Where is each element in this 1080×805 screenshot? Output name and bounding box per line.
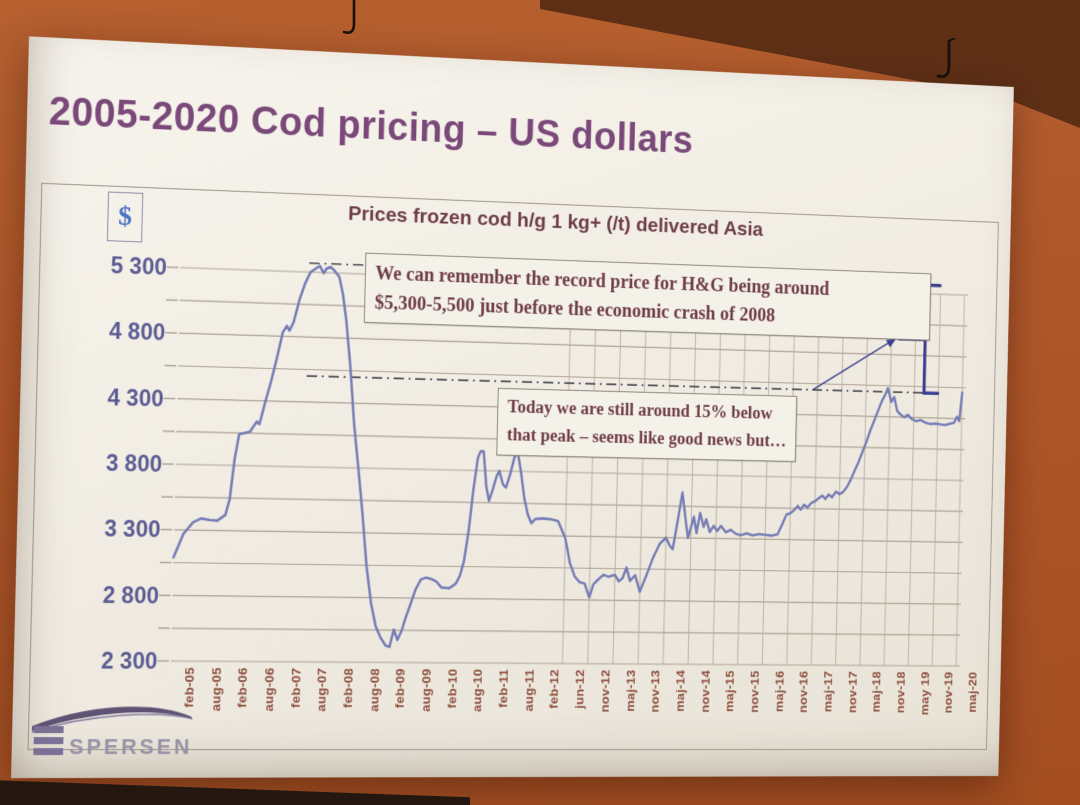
x-axis-label: feb-07 [287,667,304,708]
x-axis-label: feb-12 [547,669,562,709]
y-axis-label: 4 300 [107,383,164,412]
x-axis-label: nov-14 [697,670,713,713]
presentation-slide: 2005-2020 Cod pricing – US dollars $ Pri… [10,36,1014,779]
espersen-logo: SPERSEN [25,692,222,764]
x-axis-label: maj-16 [771,670,787,713]
x-axis-label: nov-18 [893,671,908,714]
x-axis-label: feb-06 [234,667,251,708]
x-axis-label: jun-12 [572,669,587,709]
x-axis-label: nov-15 [747,670,762,713]
x-axis-label: feb-09 [392,668,408,709]
x-axis-label: aug-07 [314,667,330,712]
x-axis-label: aug-10 [470,668,486,713]
y-axis-label: 5 300 [110,252,168,280]
x-axis-label: nov-16 [796,670,811,713]
x-axis-label: aug-08 [366,668,382,712]
x-axis-label: maj-20 [965,671,980,713]
chart-legend: $ [106,191,144,243]
annotation-today-below-peak: Today we are still around 15% below that… [496,387,798,462]
x-axis-label: maj-15 [722,670,737,713]
logo-text: SPERSEN [69,734,193,759]
x-axis-label: aug-11 [521,669,537,712]
ceiling-hook-icon [934,37,960,93]
y-axis-label: 3 300 [104,515,161,543]
y-axis-label: 3 800 [105,449,163,477]
ceiling-hook-icon [340,0,362,49]
x-axis-label: maj-17 [820,670,835,713]
x-axis-label: maj-18 [869,671,884,713]
x-axis-label: may 19 [917,671,932,716]
x-axis-label: feb-10 [444,668,460,709]
photo-bottom-shadow [0,780,470,805]
x-axis-label: nov-19 [941,671,956,714]
x-axis-label: nov-17 [845,670,860,714]
y-axis-label: 2 300 [100,647,158,674]
x-axis-label: nov-12 [597,669,613,713]
x-axis-label: aug-09 [418,668,434,712]
x-axis-label: feb-11 [496,668,511,708]
y-axis-label: 4 800 [108,318,166,346]
x-axis-label: maj-13 [622,669,638,712]
x-axis-label: nov-13 [647,669,663,713]
x-axis-label: aug-06 [261,667,277,712]
x-axis-label: maj-14 [672,669,688,712]
y-axis-label: 2 800 [102,581,160,609]
annotation-today-line2: that peak – seems like good news but… [506,425,787,452]
legend-dollar-label: $ [117,200,133,233]
x-axis-label: feb-08 [340,667,356,709]
